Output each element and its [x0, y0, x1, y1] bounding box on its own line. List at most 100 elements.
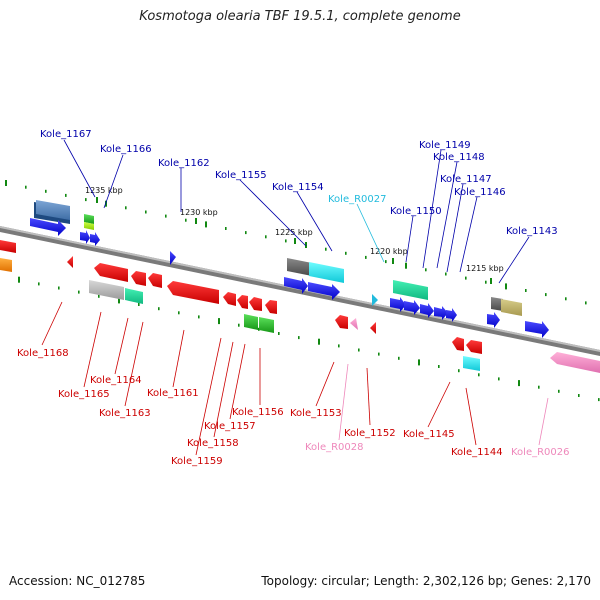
label-kole-1165[interactable]: Kole_1165 [58, 389, 110, 400]
tick-mark [198, 315, 200, 319]
feature-kole-1157[interactable] [259, 317, 274, 333]
label-kole-1144[interactable]: Kole_1144 [451, 447, 503, 458]
feature-blue-d[interactable] [487, 312, 500, 328]
label-kole-r0028[interactable]: Kole_R0028 [305, 442, 364, 453]
label-kole-1157[interactable]: Kole_1157 [204, 421, 256, 432]
label-kole-1154[interactable]: Kole_1154 [272, 182, 324, 193]
tick-mark [505, 283, 507, 290]
tick-1220kbp: 1220 kbp [370, 247, 408, 264]
reverse-leader-lines [41, 301, 477, 456]
label-kole-1159[interactable]: Kole_1159 [171, 456, 223, 467]
feature-kole-1164[interactable] [125, 288, 143, 304]
tick-mark [58, 286, 60, 290]
svg-text:1215 kbp: 1215 kbp [466, 264, 504, 273]
forward-features [30, 200, 549, 338]
feature-red-small-2[interactable] [148, 273, 162, 288]
feature-kole-1165[interactable] [89, 280, 124, 300]
feature-kole-1167-arrow[interactable] [30, 218, 66, 236]
feature-kole-1145[interactable] [452, 337, 464, 351]
tick-mark [165, 214, 167, 218]
svg-text:1225 kbp: 1225 kbp [275, 228, 313, 237]
feature-red-small-6[interactable] [265, 300, 277, 314]
feature-kole-1150[interactable] [393, 280, 428, 300]
feature-orange-edge[interactable] [0, 258, 12, 272]
label-kole-1162[interactable]: Kole_1162 [158, 158, 210, 169]
feature-red-small-7[interactable] [466, 340, 482, 354]
feature-kole-1154[interactable] [309, 262, 344, 283]
feature-red-small-1[interactable] [131, 271, 146, 286]
feature-kole-1152[interactable] [370, 322, 376, 334]
label-kole-1153[interactable]: Kole_1153 [290, 408, 342, 419]
feature-small-blue-2[interactable] [90, 232, 100, 246]
feature-kole-1165-arrow[interactable] [94, 263, 128, 282]
label-kole-1161[interactable]: Kole_1161 [147, 388, 199, 399]
tick-mark [318, 338, 320, 345]
feature-kole-r0026[interactable] [550, 352, 600, 373]
feature-blue-e[interactable] [525, 321, 549, 338]
label-kole-1145[interactable]: Kole_1145 [403, 429, 455, 440]
feature-kole-r0028[interactable] [350, 318, 358, 330]
feature-red-small-3[interactable] [223, 292, 236, 306]
feature-kole-1167[interactable] [34, 200, 70, 224]
feature-kole-1153[interactable] [335, 315, 348, 329]
tick-mark [285, 239, 287, 243]
tick-mark [178, 311, 180, 315]
label-kole-1143[interactable]: Kole_1143 [506, 226, 558, 237]
label-kole-1163[interactable]: Kole_1163 [99, 408, 151, 419]
feature-kole-1143[interactable] [491, 297, 522, 316]
tick-mark [238, 323, 240, 327]
feature-kole-1158[interactable] [244, 314, 258, 330]
feature-kole-1147[interactable] [420, 303, 434, 318]
feature-kole-1168[interactable] [67, 256, 73, 268]
feature-red-small-5[interactable] [249, 297, 262, 311]
label-kole-1166[interactable]: Kole_1166 [100, 144, 152, 155]
feature-kole-1148[interactable] [404, 300, 420, 315]
tick-mark [345, 251, 347, 255]
label-kole-1152[interactable]: Kole_1152 [344, 428, 396, 439]
feature-kole-1166[interactable] [84, 214, 94, 230]
reverse-features [0, 240, 600, 373]
tick-mark [185, 218, 187, 222]
feature-small-blue-1[interactable] [80, 230, 90, 244]
tick-1230kbp: 1230 kbp [180, 208, 218, 224]
tick-mark [445, 272, 447, 276]
label-kole-1158[interactable]: Kole_1158 [187, 438, 239, 449]
label-kole-1148[interactable]: Kole_1148 [433, 152, 485, 163]
feature-kole-r0027[interactable] [372, 294, 378, 306]
label-kole-1149[interactable]: Kole_1149 [419, 140, 471, 151]
label-kole-1150[interactable]: Kole_1150 [390, 206, 442, 217]
label-kole-1164[interactable]: Kole_1164 [90, 375, 142, 386]
tick-rows [5, 180, 600, 402]
feature-blue-c[interactable] [446, 308, 457, 322]
feature-kole-1144[interactable] [463, 356, 480, 371]
feature-red-edge[interactable] [0, 240, 16, 253]
tick-mark [218, 318, 220, 325]
feature-kole-1161[interactable] [167, 281, 219, 304]
label-kole-1168[interactable]: Kole_1168 [17, 348, 69, 359]
feature-kole-1162[interactable] [170, 251, 176, 265]
label-kole-1146[interactable]: Kole_1146 [454, 187, 506, 198]
tick-mark [325, 247, 327, 251]
feature-kole-1149[interactable] [390, 297, 406, 312]
label-kole-1167[interactable]: Kole_1167 [40, 129, 92, 140]
svg-text:1230 kbp: 1230 kbp [180, 208, 218, 217]
label-kole-1156[interactable]: Kole_1156 [232, 407, 284, 418]
label-kole-1155[interactable]: Kole_1155 [215, 170, 267, 181]
feature-kole-1155[interactable] [287, 258, 312, 276]
tick-mark [225, 227, 227, 230]
label-kole-r0026[interactable]: Kole_R0026 [511, 447, 570, 458]
tick-mark [558, 389, 560, 393]
tick-mark [158, 307, 160, 311]
feature-red-small-4[interactable] [237, 295, 248, 309]
feature-blue-b[interactable] [308, 282, 340, 300]
tick-mark [45, 189, 47, 193]
feature-kole-1146[interactable] [434, 306, 448, 320]
tick-mark [265, 235, 267, 239]
tick-mark [278, 332, 280, 335]
tick-mark [585, 301, 587, 305]
label-kole-1147[interactable]: Kole_1147 [440, 174, 492, 185]
tick-mark [485, 280, 487, 284]
label-kole-r0027[interactable]: Kole_R0027 [328, 194, 387, 205]
feature-blue-a[interactable] [284, 277, 308, 294]
tick-mark [118, 297, 120, 304]
